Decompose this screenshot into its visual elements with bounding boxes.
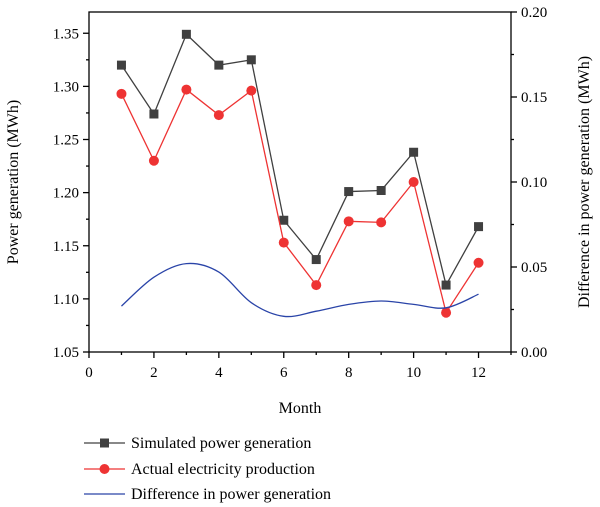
data-point-simulated-power-generation: [311, 255, 321, 265]
legend-item-simulated-power-generation: Simulated power generation: [84, 435, 311, 452]
y-tick-label: 1.30: [53, 79, 79, 95]
y-tick-label: 1.15: [53, 239, 79, 255]
y-tick-label: 1.10: [53, 292, 79, 308]
x-tick-label: 6: [280, 365, 288, 381]
data-point-actual-electricity-production: [376, 217, 387, 228]
data-point-simulated-power-generation: [344, 187, 354, 197]
data-point-actual-electricity-production: [246, 85, 257, 96]
plot-frame: [88, 11, 512, 353]
y2-tick-label: 0.05: [521, 260, 547, 276]
data-point-simulated-power-generation: [116, 60, 126, 70]
ticks: 0 2 4 6 8 10 12 1.05 1.10 1.15 1.20 1.25 1.30 1.35 0.0…: [53, 5, 548, 381]
series-line-difference-in-power-generation: [121, 262, 479, 318]
data-point-actual-electricity-production: [343, 216, 354, 227]
legend-item-difference-in-power-generation: Difference in power generation: [84, 486, 331, 503]
series-actual-electricity-production: [116, 84, 484, 318]
data-point-actual-electricity-production: [213, 110, 224, 121]
legend-label: Difference in power generation: [131, 486, 331, 503]
axes: [88, 11, 512, 353]
data-point-actual-electricity-production: [116, 88, 127, 99]
data-point-simulated-power-generation: [246, 55, 256, 65]
data-point-actual-electricity-production: [408, 177, 419, 187]
data-point-actual-electricity-production: [441, 307, 452, 318]
data-point-simulated-power-generation: [474, 222, 484, 232]
data-point-simulated-power-generation: [376, 186, 386, 195]
data-point-actual-electricity-production: [181, 84, 192, 95]
data-point-simulated-power-generation: [149, 109, 159, 119]
y-axis-title: Power generation (MWh): [5, 100, 22, 264]
data-point-actual-electricity-production: [278, 237, 289, 248]
legend-item-actual-electricity-production: Actual electricity production: [84, 461, 315, 478]
y2-tick-label: 0.10: [521, 175, 547, 191]
x-tick-label: 12: [471, 365, 486, 381]
x-axis-title: Month: [279, 400, 322, 417]
y2-tick-label: 0.20: [521, 5, 547, 21]
x-tick-label: 8: [345, 365, 353, 381]
data-point-simulated-power-generation: [409, 147, 419, 157]
data-point-simulated-power-generation: [181, 29, 191, 39]
series-line-simulated-power-generation: [120, 33, 480, 287]
y-tick-label: 1.25: [53, 133, 79, 149]
series-difference-in-power-generation: [121, 262, 479, 318]
data-point-actual-electricity-production: [473, 257, 484, 268]
y2-tick-label: 0.15: [521, 90, 547, 106]
legend-label: Actual electricity production: [131, 461, 315, 478]
legend: Simulated power generation Actual electri…: [84, 435, 331, 503]
legend-label: Simulated power generation: [131, 435, 311, 452]
series-simulated-power-generation: [116, 29, 484, 290]
data-point-actual-electricity-production: [148, 155, 159, 166]
x-tick-label: 0: [85, 365, 93, 381]
y-tick-label: 1.05: [53, 345, 79, 361]
data-point-actual-electricity-production: [311, 280, 322, 291]
data-point-simulated-power-generation: [214, 60, 224, 70]
data-point-simulated-power-generation: [441, 280, 451, 290]
data-point-simulated-power-generation: [279, 215, 289, 225]
x-tick-label: 4: [215, 365, 223, 381]
series-layer: [116, 29, 484, 318]
y2-tick-label: 0.00: [521, 345, 547, 361]
legend-marker: [100, 438, 109, 448]
x-tick-label: 10: [406, 365, 421, 381]
x-tick-label: 2: [150, 365, 158, 381]
legend-marker: [99, 464, 110, 474]
y2-axis-title: Difference in power generation (MWh): [576, 56, 593, 308]
y-tick-label: 1.20: [53, 186, 79, 202]
y-tick-label: 1.35: [53, 26, 79, 42]
series-line-actual-electricity-production: [120, 88, 480, 315]
